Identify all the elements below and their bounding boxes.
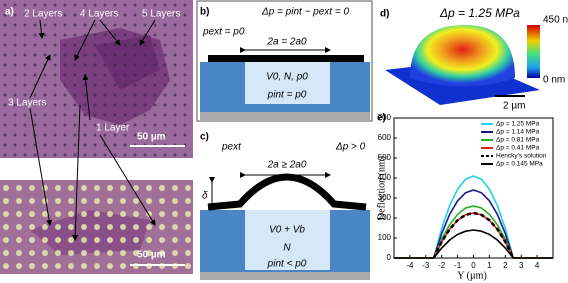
panel-label: b) xyxy=(200,7,209,18)
panel-c: c) pext Δp > 0 2a ≥ 2a0 δ V0 + Vb N pint… xyxy=(200,132,370,280)
data-line xyxy=(394,189,553,259)
panel-label: c) xyxy=(200,132,209,143)
dot-array xyxy=(0,180,193,274)
base xyxy=(200,272,370,280)
x-tick-label: 2 xyxy=(503,261,508,270)
arrow xyxy=(74,19,96,61)
arrow xyxy=(29,107,53,226)
legend-label: Δp = 1.14 MPa xyxy=(496,129,540,136)
scale-label: 50 µm xyxy=(137,132,166,143)
legend-label: Δp = 1.25 MPa xyxy=(496,121,540,128)
colorbar-label: 450 nm xyxy=(543,15,568,26)
arrow xyxy=(99,134,156,226)
panel-b: b) Δp = pint − pext = 0 pext = p0 2a = 2… xyxy=(196,0,373,122)
legend-label: Δp = 0.145 MPa xyxy=(496,161,543,168)
arrow xyxy=(29,54,51,99)
x-tick-label: 1 xyxy=(487,261,492,270)
y-tick-label: 300 xyxy=(378,193,392,202)
y-tick-label: 500 xyxy=(378,153,392,162)
x-tick-label: -3 xyxy=(422,261,430,270)
cavity xyxy=(245,210,330,270)
layer-label: 2 Layers xyxy=(24,9,62,20)
width-label: 2a ≥ 2a0 xyxy=(267,160,307,171)
panel-a: a) 2 Layers 4 Layers 5 Layers 3 Layers 1… xyxy=(0,0,193,274)
data-line xyxy=(394,229,553,259)
scale-label: 50 µm xyxy=(137,250,166,261)
data-line xyxy=(394,175,553,259)
scale-label: 2 µm xyxy=(503,101,525,112)
y-tick-label: 700 xyxy=(378,113,392,122)
dot-array xyxy=(0,0,193,158)
panel-label: a) xyxy=(5,7,14,18)
panel-label: e) xyxy=(377,113,386,124)
arrow xyxy=(82,74,91,121)
layer-label: 3 Layers xyxy=(8,98,46,109)
equation: Δp = pint − pext = 0 xyxy=(261,7,349,18)
y-tick-label: 600 xyxy=(378,133,392,142)
arrow xyxy=(139,19,156,46)
y-tick-label: 200 xyxy=(378,213,392,222)
cavity xyxy=(245,62,330,104)
colorbar-label: 0 nm xyxy=(543,75,565,86)
legend-label: Δp = 0.81 MPa xyxy=(496,137,540,144)
x-tick-label: 3 xyxy=(519,261,524,270)
base xyxy=(200,112,370,120)
y-tick-label: 0 xyxy=(387,253,392,262)
panel-label: d) xyxy=(380,9,389,20)
layer-label: 5 Layers xyxy=(142,9,180,20)
condition: Δp > 0 xyxy=(335,142,366,153)
pressure-label: pext = p0 xyxy=(202,27,245,38)
y-tick-label: 100 xyxy=(378,233,392,242)
cavity-label: pint < p0 xyxy=(267,259,307,270)
x-axis-title: Y (µm) xyxy=(457,270,487,281)
x-tick-label: -4 xyxy=(406,261,414,270)
arrow xyxy=(38,19,45,39)
panel-e: e) Y (µm) Deflection (nm) xyxy=(376,113,486,282)
legend-label: Hencky's solution xyxy=(496,153,547,160)
cavity-label: pint = p0 xyxy=(267,90,307,101)
y-tick-label: 400 xyxy=(378,173,392,182)
pressure-label: pext xyxy=(221,142,242,153)
cavity-label: N xyxy=(283,243,291,254)
x-tick-label: -2 xyxy=(438,261,446,270)
panel-d: d) Δp = 1.25 MPa 450 nm 0 nm 2 µm xyxy=(380,6,568,111)
x-tick-label: -1 xyxy=(454,261,462,270)
arrow xyxy=(72,104,81,241)
y-axis-title: Deflection (nm) xyxy=(376,156,387,220)
width-label: 2a = 2a0 xyxy=(266,37,307,48)
arrow xyxy=(99,19,121,46)
x-tick-label: 0 xyxy=(471,261,476,270)
cavity-label: V0 + Vb xyxy=(269,225,305,236)
cavity-label: V0, N, p0 xyxy=(266,72,308,83)
height-label: δ xyxy=(202,191,208,202)
x-tick-label: 4 xyxy=(535,261,540,270)
data-line xyxy=(394,212,553,259)
layer-label: 1 Layer xyxy=(96,123,130,134)
legend-label: Δp = 0.41 MPa xyxy=(496,145,540,152)
membrane xyxy=(207,173,367,211)
layer-label: 4 Layers xyxy=(80,9,118,20)
dome xyxy=(410,25,515,87)
colorbar xyxy=(527,25,540,78)
membrane xyxy=(208,55,364,62)
panel-title: Δp = 1.25 MPa xyxy=(439,6,520,20)
